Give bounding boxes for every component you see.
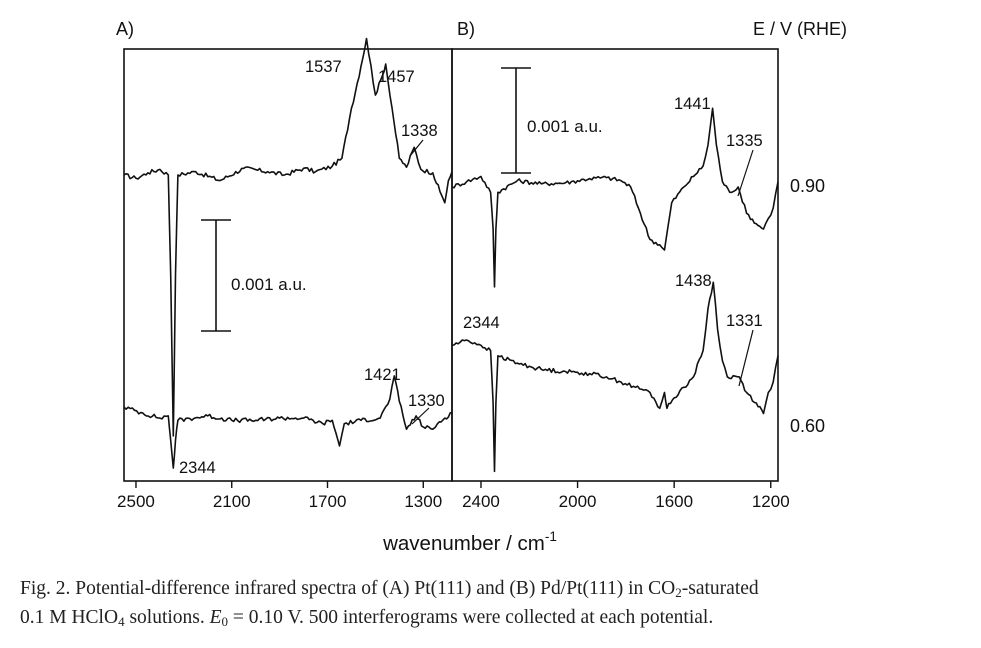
peak-label-b-0.90-2344: 2344 — [463, 314, 500, 332]
peak-label-a-0.60-1330: 1330 — [408, 392, 445, 410]
potential-label-0.60: 0.60 — [790, 416, 825, 436]
spectrum-b-0.60 — [451, 281, 779, 473]
panel-b-frame — [451, 48, 779, 482]
caption-segment: -saturated — [681, 578, 759, 599]
ir-spectra-figure: A) B) E / V (RHE) 2500 2100 1700 1300 2400 2… — [116, 19, 847, 555]
panel-b-label: B) — [457, 19, 475, 39]
panel-a-x-axis: 2500 2100 1700 1300 — [117, 481, 442, 511]
x-tick-label-b-1200: 1200 — [752, 492, 790, 511]
peak-label-a-0.60-1421: 1421 — [364, 366, 401, 384]
scale-bar-b-label: 0.001 a.u. — [527, 117, 603, 136]
panel-b-x-axis: 2400 2000 1600 1200 — [462, 481, 790, 511]
x-tick-label-a-1700: 1700 — [309, 492, 347, 511]
caption-segment: E — [209, 607, 222, 628]
x-axis-title: wavenumber / cm-1 — [382, 529, 557, 555]
x-tick-label-a-2100: 2100 — [213, 492, 251, 511]
caption-segment: 0 — [221, 614, 229, 629]
caption-segment: Fig. 2. Potential-difference infrared sp… — [20, 578, 676, 599]
caption-line-1: Fig. 2. Potential-difference infrared sp… — [20, 574, 970, 603]
peak-label-b-0.90-1335: 1335 — [726, 132, 763, 150]
x-tick-label-b-2000: 2000 — [559, 492, 597, 511]
potential-axis-header: E / V (RHE) — [753, 19, 847, 39]
spectrum-a-0.90 — [123, 37, 453, 437]
scale-bar-a — [201, 219, 231, 332]
x-tick-label-a-2500: 2500 — [117, 492, 155, 511]
x-tick-label-a-1300: 1300 — [404, 492, 442, 511]
potential-label-0.90: 0.90 — [790, 176, 825, 196]
annotation-leader-lines — [409, 139, 754, 425]
caption-segment: 4 — [118, 614, 125, 629]
caption-segment: 2 — [675, 585, 682, 600]
peak-label-a-0.90-1537: 1537 — [305, 58, 342, 76]
figure-caption: Fig. 2. Potential-difference infrared sp… — [20, 574, 970, 632]
peak-label-b-0.90-1441: 1441 — [674, 95, 711, 113]
peak-label-a-0.90-1457: 1457 — [378, 68, 415, 86]
caption-segment: 0.1 M HClO — [20, 607, 119, 628]
scale-bar-b — [501, 67, 531, 174]
spectrum-b-0.90 — [451, 107, 779, 288]
caption-segment: solutions. — [124, 607, 210, 628]
peak-label-a-0.60-2344: 2344 — [179, 459, 216, 477]
x-tick-label-b-2400: 2400 — [462, 492, 500, 511]
scale-bar-a-label: 0.001 a.u. — [231, 275, 307, 294]
panel-a-label: A) — [116, 19, 134, 39]
spectra-traces — [123, 37, 779, 473]
x-tick-label-b-1600: 1600 — [655, 492, 693, 511]
peak-label-a-0.90-1338: 1338 — [401, 122, 438, 140]
caption-segment: = 0.10 V. 500 interferograms were collec… — [228, 607, 714, 628]
spectrum-a-0.60 — [123, 375, 453, 469]
caption-line-2: 0.1 M HClO4 solutions. E0 = 0.10 V. 500 … — [20, 603, 970, 632]
peak-label-b-0.60-1331: 1331 — [726, 312, 763, 330]
peak-label-b-0.60-1438: 1438 — [675, 272, 712, 290]
